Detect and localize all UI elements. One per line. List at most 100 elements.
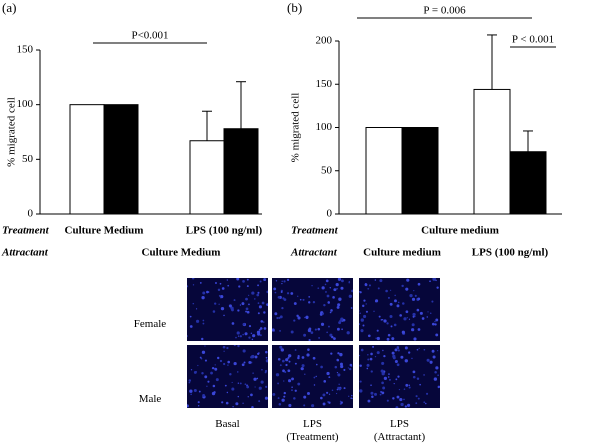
nucleus <box>227 364 229 366</box>
nucleus <box>227 360 230 364</box>
nucleus <box>247 396 249 398</box>
nucleus <box>332 296 335 299</box>
nucleus <box>337 373 341 377</box>
nucleus <box>190 369 193 371</box>
nucleus <box>397 349 400 352</box>
nucleus <box>235 336 237 339</box>
nucleus <box>327 301 331 304</box>
nucleus <box>426 316 428 318</box>
nucleus <box>283 380 285 382</box>
nucleus <box>423 348 426 351</box>
nucleus <box>237 395 239 398</box>
nucleus <box>189 389 193 393</box>
nucleus <box>376 329 379 332</box>
nucleus <box>214 364 216 366</box>
nucleus <box>312 301 316 304</box>
nucleus <box>250 393 253 397</box>
bar <box>473 88 511 215</box>
nucleus <box>401 284 404 288</box>
nucleus <box>283 298 287 302</box>
nucleus <box>403 317 407 321</box>
nucleus <box>284 370 287 374</box>
nucleus <box>321 312 325 315</box>
row-label: Male <box>138 393 162 405</box>
nucleus <box>219 282 222 285</box>
nucleus <box>226 347 228 350</box>
nucleus <box>192 302 195 305</box>
nucleus <box>406 278 410 282</box>
nucleus <box>423 401 426 404</box>
nucleus <box>329 287 332 289</box>
nucleus <box>280 290 283 293</box>
nucleus <box>286 278 290 281</box>
significance-label: P < 0.001 <box>512 34 554 46</box>
nucleus <box>381 381 384 385</box>
nucleus <box>409 294 413 298</box>
nucleus <box>314 328 317 331</box>
nucleus <box>287 356 290 359</box>
attractant-label: Culture Medium <box>142 247 221 259</box>
nucleus <box>281 306 284 310</box>
nucleus <box>394 360 398 364</box>
nucleus <box>362 324 365 327</box>
nucleus <box>231 381 233 384</box>
nucleus <box>239 382 242 385</box>
nucleus <box>315 375 317 378</box>
nucleus <box>233 361 237 366</box>
nucleus <box>318 336 321 339</box>
nucleus <box>251 405 254 408</box>
nucleus <box>328 325 330 328</box>
nucleus <box>277 357 281 361</box>
nucleus <box>290 292 294 295</box>
nucleus <box>380 369 384 373</box>
nucleus <box>297 356 300 360</box>
nucleus <box>202 319 205 322</box>
row-label: Attractant <box>290 247 338 259</box>
nucleus <box>273 287 277 291</box>
nucleus <box>402 302 405 305</box>
nucleus <box>223 314 225 317</box>
nucleus <box>279 364 282 367</box>
nucleus <box>383 376 388 381</box>
nucleus <box>313 384 316 386</box>
nucleus <box>263 327 267 330</box>
nucleus <box>334 365 338 369</box>
nucleus <box>376 336 380 341</box>
nucleus <box>359 354 361 357</box>
nucleus <box>364 283 367 286</box>
nucleus <box>340 317 344 321</box>
nucleus <box>277 296 281 299</box>
nucleus <box>387 296 390 299</box>
nucleus <box>265 359 268 363</box>
y-tick-label: 150 <box>316 78 333 90</box>
nucleus <box>297 295 299 297</box>
nucleus <box>263 278 267 282</box>
nucleus <box>279 345 283 349</box>
nucleus <box>365 310 368 313</box>
nucleus <box>400 402 404 407</box>
nucleus <box>359 389 363 393</box>
nucleus <box>278 402 282 406</box>
nucleus <box>277 397 280 400</box>
nucleus <box>256 377 259 380</box>
nucleus <box>287 369 291 373</box>
nucleus <box>320 396 323 400</box>
nucleus <box>435 318 439 322</box>
nucleus <box>212 384 216 388</box>
nucleus <box>366 363 370 367</box>
nucleus <box>251 355 255 359</box>
nucleus <box>283 391 286 395</box>
nucleus <box>293 397 296 400</box>
nucleus <box>288 354 292 358</box>
nucleus <box>245 307 249 311</box>
nucleus <box>310 331 314 334</box>
nucleus <box>231 387 235 391</box>
nucleus <box>250 332 253 335</box>
nucleus <box>426 392 429 395</box>
nucleus <box>281 282 283 285</box>
nucleus <box>343 368 346 371</box>
nucleus <box>363 299 366 302</box>
row-label: Treatment <box>291 225 339 237</box>
bar <box>189 140 225 215</box>
nucleus <box>264 396 268 400</box>
